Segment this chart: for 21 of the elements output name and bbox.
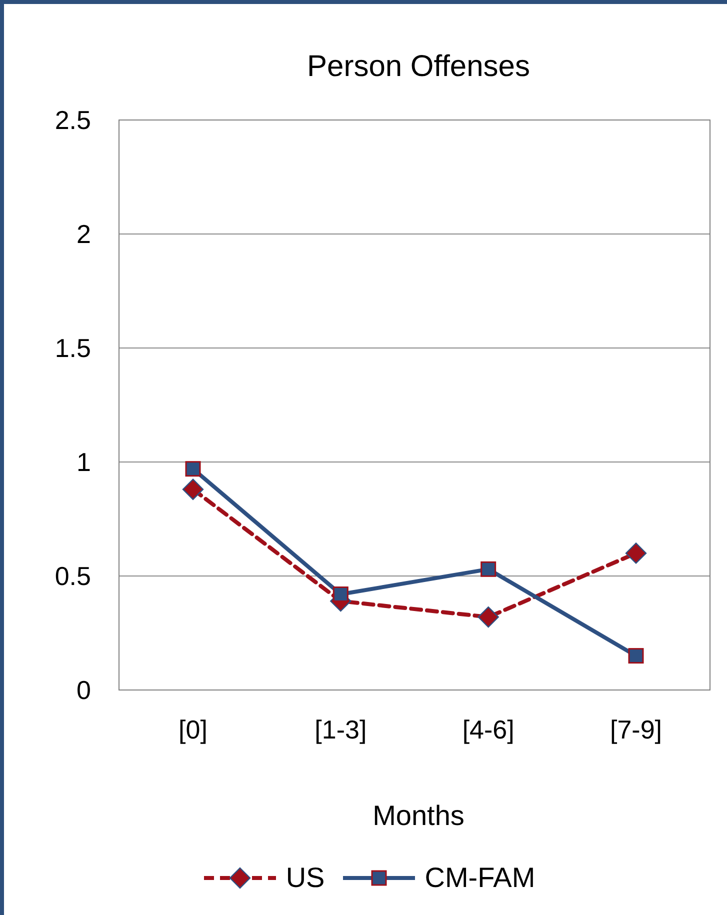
y-tick-label: 1 — [76, 447, 91, 478]
legend-label: US — [286, 862, 325, 894]
point — [182, 478, 204, 500]
point — [628, 648, 644, 664]
point — [625, 542, 647, 564]
y-tick-label: 2.5 — [54, 105, 91, 136]
chart-title: Person Offenses — [306, 50, 531, 84]
y-tick-label: 0 — [76, 675, 91, 706]
point — [478, 606, 499, 628]
x-tick-label: [1-3] — [314, 714, 367, 744]
point — [332, 586, 348, 602]
legend-label: CM-FAM — [424, 862, 536, 894]
y-tick-label: 0.5 — [54, 561, 91, 592]
y-tick-label: 2 — [76, 219, 91, 250]
x-tick-label: [0] — [178, 714, 208, 744]
x-tick-label: [7-9] — [610, 714, 662, 744]
x-tick-label: [4-6] — [462, 714, 514, 744]
y-tick-label: 1.5 — [54, 333, 91, 364]
point — [185, 461, 201, 477]
x-axis-title: Months — [372, 800, 466, 832]
point — [480, 561, 496, 577]
